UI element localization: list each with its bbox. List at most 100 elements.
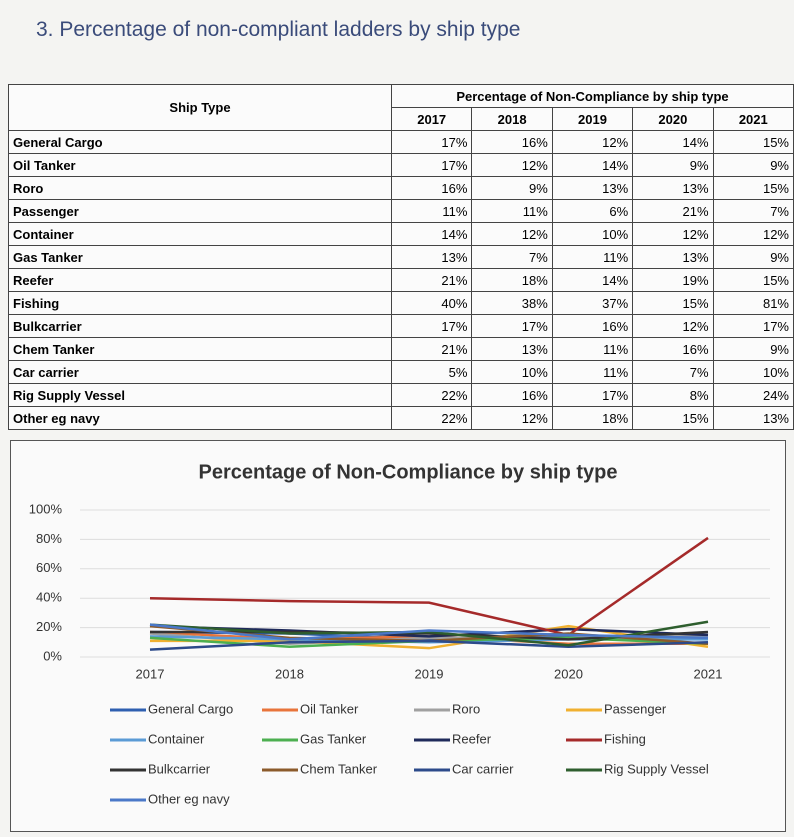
table-row: Bulkcarrier 17% 17% 16% 12% 17% xyxy=(8,314,794,338)
y-tick-label: 40% xyxy=(36,590,62,605)
ship-type: Other eg navy xyxy=(8,406,392,430)
value-cell: 21% xyxy=(632,199,714,223)
value-cell: 13% xyxy=(632,245,714,269)
value-cell: 24% xyxy=(712,383,794,407)
value-cell: 38% xyxy=(471,291,553,315)
header-cell: 2020 xyxy=(632,107,714,131)
value-cell: 12% xyxy=(712,222,794,246)
value-cell: 17% xyxy=(390,130,473,154)
ship-type: Chem Tanker xyxy=(8,337,392,361)
legend-label: General Cargo xyxy=(148,701,233,716)
ship-type: Reefer xyxy=(8,268,392,292)
value-cell: 17% xyxy=(712,314,794,338)
value-cell: 11% xyxy=(471,199,553,223)
ship-type: Bulkcarrier xyxy=(8,314,392,338)
value-cell: 11% xyxy=(390,199,473,223)
value-cell: 14% xyxy=(551,153,634,177)
value-cell: 81% xyxy=(712,291,794,315)
value-cell: 13% xyxy=(632,176,714,200)
x-tick-label: 2017 xyxy=(136,666,165,681)
y-tick-label: 100% xyxy=(29,501,63,516)
value-cell: 11% xyxy=(551,245,634,269)
series-line xyxy=(149,536,709,637)
header-cell: 2017 xyxy=(390,107,473,131)
value-cell: 15% xyxy=(712,176,794,200)
legend-label: Oil Tanker xyxy=(300,701,359,716)
table-row: Car carrier 5% 10% 11% 7% 10% xyxy=(8,360,794,384)
value-cell: 21% xyxy=(390,268,473,292)
header-row: 2017 2018 2019 2020 2021 xyxy=(9,107,794,131)
ship-type: Oil Tanker xyxy=(8,153,392,177)
value-cell: 15% xyxy=(632,406,714,430)
value-cell: 12% xyxy=(632,314,714,338)
legend-label: Container xyxy=(148,731,205,746)
y-tick-label: 20% xyxy=(36,619,62,634)
x-tick-label: 2018 xyxy=(275,666,304,681)
value-cell: 14% xyxy=(390,222,473,246)
value-cell: 40% xyxy=(390,291,473,315)
legend-label: Reefer xyxy=(452,731,492,746)
legend-label: Car carrier xyxy=(452,761,514,776)
legend-label: Other eg navy xyxy=(148,791,230,806)
header-row: Ship Type Percentage of Non-Compliance by… xyxy=(8,84,794,131)
x-tick-label: 2021 xyxy=(694,666,723,681)
value-cell: 19% xyxy=(632,268,714,292)
value-cell: 16% xyxy=(471,383,553,407)
value-cell: 15% xyxy=(712,130,794,154)
table-row: Fishing 40% 38% 37% 15% 81% xyxy=(8,291,794,315)
value-cell: 8% xyxy=(632,383,714,407)
value-cell: 12% xyxy=(632,222,714,246)
value-cell: 9% xyxy=(712,153,794,177)
table: Ship Type Percentage of Non-Compliance by… xyxy=(8,84,794,430)
value-cell: 17% xyxy=(551,383,634,407)
ship-type: Passenger xyxy=(8,199,392,223)
value-cell: 13% xyxy=(471,337,553,361)
value-cell: 15% xyxy=(712,268,794,292)
heading: 3. Percentage of non-compliant ladders b… xyxy=(36,18,521,41)
value-cell: 17% xyxy=(390,314,473,338)
legend-label: Bulkcarrier xyxy=(148,761,211,776)
value-cell: 9% xyxy=(632,153,714,177)
value-cell: 6% xyxy=(551,199,634,223)
value-cell: 22% xyxy=(390,406,473,430)
table-title: Percentage of Non-Compliance by ship typ… xyxy=(391,84,794,108)
ship-type: Gas Tanker xyxy=(8,245,392,269)
value-cell: 22% xyxy=(390,383,473,407)
value-cell: 9% xyxy=(712,337,794,361)
value-cell: 12% xyxy=(471,406,553,430)
value-cell: 11% xyxy=(551,360,634,384)
header-cell: 2018 xyxy=(471,107,553,131)
table-row: Passenger 11% 11% 6% 21% 7% xyxy=(8,199,794,223)
value-cell: 12% xyxy=(551,130,634,154)
ship-type: Rig Supply Vessel xyxy=(8,383,392,407)
ship-type: Car carrier xyxy=(8,360,392,384)
table-row: Roro 16% 9% 13% 13% 15% xyxy=(8,176,794,200)
value-cell: 7% xyxy=(712,199,794,223)
value-cell: 14% xyxy=(632,130,714,154)
value-cell: 12% xyxy=(471,222,553,246)
ship-type: Fishing xyxy=(8,291,392,315)
header-cell: 2021 xyxy=(712,107,794,131)
series-line xyxy=(149,624,709,638)
series-line xyxy=(150,624,709,650)
legend-label: Gas Tanker xyxy=(300,731,367,746)
value-cell: 16% xyxy=(632,337,714,361)
ship-type: Roro xyxy=(8,176,392,200)
header-cell: 2019 xyxy=(551,107,634,131)
table-row: Rig Supply Vessel 22% 16% 17% 8% 24% xyxy=(8,383,794,407)
value-cell: 10% xyxy=(712,360,794,384)
y-tick-label: 60% xyxy=(36,560,62,575)
legend-label: Chem Tanker xyxy=(300,761,378,776)
value-cell: 7% xyxy=(471,245,553,269)
x-tick-label: 2020 xyxy=(554,666,583,681)
legend-label: Rig Supply Vessel xyxy=(604,761,709,776)
value-cell: 13% xyxy=(390,245,473,269)
series-line xyxy=(149,639,709,651)
ship-type: General Cargo xyxy=(8,130,392,154)
y-tick-label: 80% xyxy=(36,531,62,546)
table-row: Container 14% 12% 10% 12% 12% xyxy=(8,222,794,246)
value-cell: 17% xyxy=(390,153,473,177)
table-row: Reefer 21% 18% 14% 19% 15% xyxy=(8,268,794,292)
chart-title: Percentage of Non-Compliance by ship typ… xyxy=(199,461,618,483)
